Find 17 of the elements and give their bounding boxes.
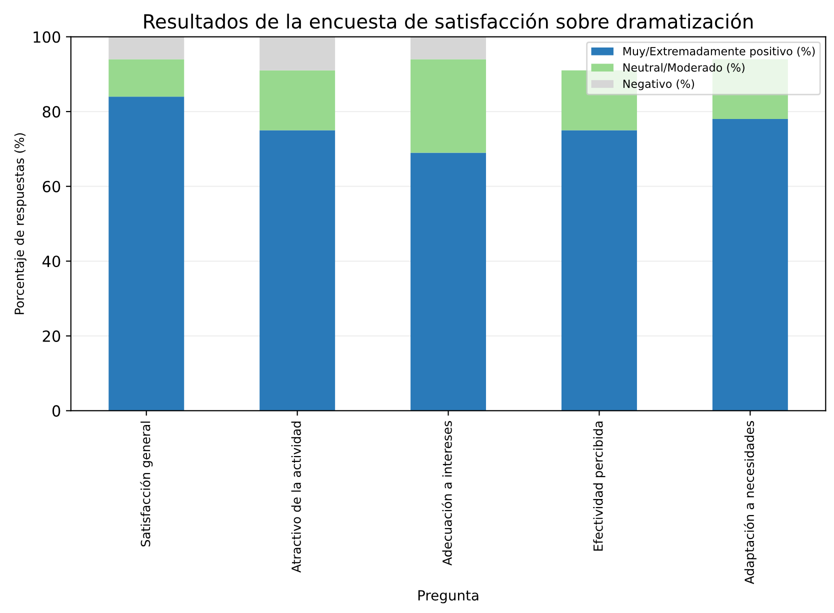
y-tick-label: 20 — [42, 330, 60, 342]
x-tick-label: Satisfacción general — [140, 422, 153, 546]
x-tick-label: Efectividad percibida — [593, 422, 606, 551]
y-tick-label: 0 — [52, 405, 60, 417]
legend-label: Neutral/Moderado (%) — [623, 63, 744, 73]
y-tick-label: 100 — [34, 31, 60, 43]
chart-title: Resultados de la encuesta de satisfacción sobre dramatización — [144, 12, 753, 29]
x-axis-title: Pregunta — [418, 590, 478, 604]
y-tick-label: 80 — [42, 106, 60, 118]
x-tick-label: Atractivo de la actividad — [291, 422, 301, 573]
y-tick-label: 60 — [42, 180, 60, 192]
legend-label: Muy/Extremadamente positivo (%) — [623, 46, 815, 58]
y-axis-title: Porcentaje de respuestas (%) — [14, 133, 26, 314]
x-tick-label: Adaptación a necesidades — [744, 421, 756, 584]
y-tick-label: 40 — [42, 256, 60, 268]
legend-label: Negativo (%) — [623, 79, 694, 90]
x-tick-label: Adecuación a intereses — [442, 421, 452, 566]
